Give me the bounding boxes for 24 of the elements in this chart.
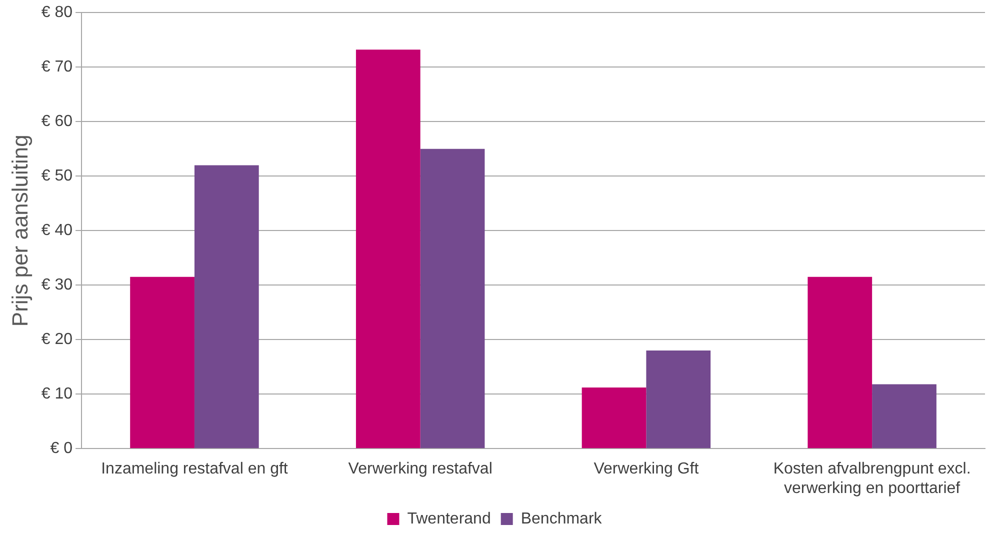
y-tick-label: € 0 — [50, 440, 73, 458]
legend-label: Benchmark — [520, 510, 603, 528]
y-tick-label: € 20 — [41, 331, 73, 348]
x-tick-label: Verwerking Gft — [594, 460, 700, 478]
bar — [582, 388, 646, 448]
bar — [420, 148, 485, 448]
y-tick-label: € 50 — [41, 168, 73, 185]
bar — [356, 50, 420, 448]
y-tick-label: € 10 — [41, 386, 73, 403]
x-tick-label: Verwerking restafval — [348, 460, 492, 478]
bar — [194, 165, 259, 448]
bar — [130, 276, 194, 448]
y-tick-label: € 60 — [41, 113, 73, 130]
y-tick-label: € 40 — [41, 222, 73, 240]
y-tick-label: € 80 — [41, 4, 73, 22]
x-tick-label: Kosten afvalbrengpunt excl. verwerking en poorttarief — [773, 460, 971, 497]
x-tick-label: Inzameling restafval en gft — [101, 460, 288, 478]
bar — [872, 384, 936, 448]
y-axis-title: Prijs per aansluiting — [7, 134, 32, 327]
bar — [646, 350, 711, 448]
y-tick-label: € 70 — [41, 58, 73, 76]
legend-label: Twenterand — [407, 510, 491, 528]
bar — [808, 276, 872, 448]
y-tick-label: € 30 — [41, 276, 73, 294]
